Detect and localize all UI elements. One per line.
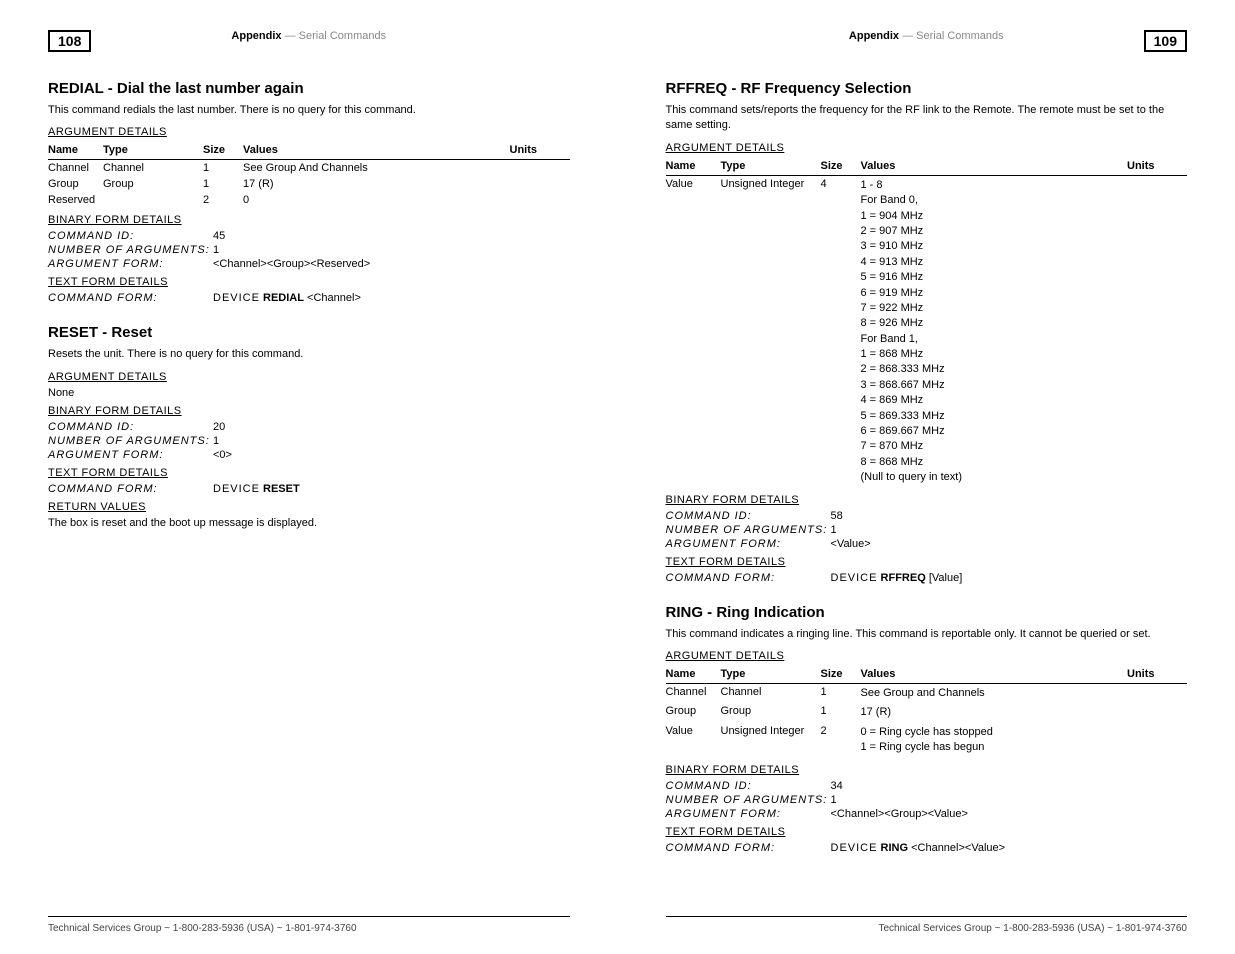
ring-title: RING - Ring Indication <box>666 604 1188 621</box>
page-right: Appendix — Serial Commands 109 RFFREQ - … <box>618 0 1235 954</box>
redial-bin-header: BINARY FORM DETAILS <box>48 214 570 226</box>
kv-row: COMMAND FORM:DEVICE RING <Channel><Value… <box>666 842 1188 854</box>
kv-row: ARGUMENT FORM:<Channel><Group><Reserved> <box>48 258 570 270</box>
section-redial: REDIAL - Dial the last number again This… <box>48 80 570 304</box>
table-row: GroupGroup117 (R) <box>48 176 570 192</box>
ring-txt-header: TEXT FORM DETAILS <box>666 826 1188 838</box>
table-row: ChannelChannel1See Group And Channels <box>48 160 570 177</box>
section-reset: RESET - Reset Resets the unit. There is … <box>48 324 570 528</box>
kv-row: COMMAND ID:34 <box>666 780 1188 792</box>
col-header-values: Values <box>861 158 1128 176</box>
col-header-type: Type <box>721 158 821 176</box>
ring-arg-header: ARGUMENT DETAILS <box>666 650 1188 662</box>
ring-desc: This command indicates a ringing line. T… <box>666 627 1188 642</box>
col-header-name: Name <box>666 666 721 684</box>
redial-arg-header: ARGUMENT DETAILS <box>48 126 570 138</box>
reset-txt-header: TEXT FORM DETAILS <box>48 467 570 479</box>
table-row: GroupGroup117 (R) <box>666 703 1188 722</box>
redial-title: REDIAL - Dial the last number again <box>48 80 570 97</box>
reset-desc: Resets the unit. There is no query for t… <box>48 347 570 362</box>
page-header-left: 108 Appendix — Serial Commands <box>48 30 570 52</box>
reset-ret-text: The box is reset and the boot up message… <box>48 517 570 529</box>
col-header-type: Type <box>721 666 821 684</box>
col-header-type: Type <box>103 142 203 160</box>
footer-left: Technical Services Group ~ 1-800-283-593… <box>48 898 570 934</box>
content-right: RFFREQ - RF Frequency Selection This com… <box>666 80 1188 898</box>
page-number-right: 109 <box>1144 30 1187 52</box>
col-header-units: Units <box>1127 158 1187 176</box>
reset-title: RESET - Reset <box>48 324 570 341</box>
rffreq-bin-header: BINARY FORM DETAILS <box>666 494 1188 506</box>
reset-none: None <box>48 387 570 399</box>
footer-right: Technical Services Group ~ 1-800-283-593… <box>666 898 1188 934</box>
rffreq-txt-header: TEXT FORM DETAILS <box>666 556 1188 568</box>
rffreq-arg-header: ARGUMENT DETAILS <box>666 142 1188 154</box>
kv-row: COMMAND FORM:DEVICE RFFREQ [Value] <box>666 572 1188 584</box>
kv-row: NUMBER OF ARGUMENTS:1 <box>48 435 570 447</box>
redial-txt-header: TEXT FORM DETAILS <box>48 276 570 288</box>
kv-row: COMMAND ID:20 <box>48 421 570 433</box>
col-header-size: Size <box>821 158 861 176</box>
ring-arg-table: Name Type Size Values Units ChannelChann… <box>666 666 1188 758</box>
col-header-values: Values <box>861 666 1128 684</box>
redial-arg-table: Name Type Size Values Units ChannelChann… <box>48 142 570 208</box>
ring-bin-header: BINARY FORM DETAILS <box>666 764 1188 776</box>
page-header-right: Appendix — Serial Commands 109 <box>666 30 1188 52</box>
header-title-right: Appendix — Serial Commands <box>849 30 1004 42</box>
rffreq-title: RFFREQ - RF Frequency Selection <box>666 80 1188 97</box>
section-ring: RING - Ring Indication This command indi… <box>666 604 1188 854</box>
kv-row: NUMBER OF ARGUMENTS:1 <box>666 794 1188 806</box>
kv-row: NUMBER OF ARGUMENTS:1 <box>666 524 1188 536</box>
header-title-left: Appendix — Serial Commands <box>231 30 386 42</box>
kv-row: NUMBER OF ARGUMENTS:1 <box>48 244 570 256</box>
page-left: 108 Appendix — Serial Commands REDIAL - … <box>0 0 618 954</box>
col-header-units: Units <box>510 142 570 160</box>
kv-row: ARGUMENT FORM:<Value> <box>666 538 1188 550</box>
kv-row: COMMAND FORM:DEVICE REDIAL <Channel> <box>48 292 570 304</box>
col-header-name: Name <box>666 158 721 176</box>
table-row: Reserved20 <box>48 192 570 208</box>
table-row: Value Unsigned Integer 4 1 - 8For Band 0… <box>666 175 1188 487</box>
kv-row: COMMAND ID:58 <box>666 510 1188 522</box>
kv-row: COMMAND ID:45 <box>48 230 570 242</box>
page-number-left: 108 <box>48 30 91 52</box>
col-header-size: Size <box>821 666 861 684</box>
kv-row: COMMAND FORM:DEVICE RESET <box>48 483 570 495</box>
col-header-units: Units <box>1127 666 1187 684</box>
rffreq-desc: This command sets/reports the frequency … <box>666 103 1188 134</box>
col-header-name: Name <box>48 142 103 160</box>
reset-ret-header: RETURN VALUES <box>48 501 570 513</box>
section-rffreq: RFFREQ - RF Frequency Selection This com… <box>666 80 1188 584</box>
table-row: ChannelChannel1See Group and Channels <box>666 683 1188 703</box>
col-header-values: Values <box>243 142 510 160</box>
redial-desc: This command redials the last number. Th… <box>48 103 570 118</box>
rffreq-arg-table: Name Type Size Values Units Value Unsign… <box>666 158 1188 488</box>
kv-row: ARGUMENT FORM:<0> <box>48 449 570 461</box>
kv-row: ARGUMENT FORM:<Channel><Group><Value> <box>666 808 1188 820</box>
reset-bin-header: BINARY FORM DETAILS <box>48 405 570 417</box>
reset-arg-header: ARGUMENT DETAILS <box>48 371 570 383</box>
col-header-size: Size <box>203 142 243 160</box>
table-row: ValueUnsigned Integer20 = Ring cycle has… <box>666 723 1188 758</box>
content-left: REDIAL - Dial the last number again This… <box>48 80 570 898</box>
